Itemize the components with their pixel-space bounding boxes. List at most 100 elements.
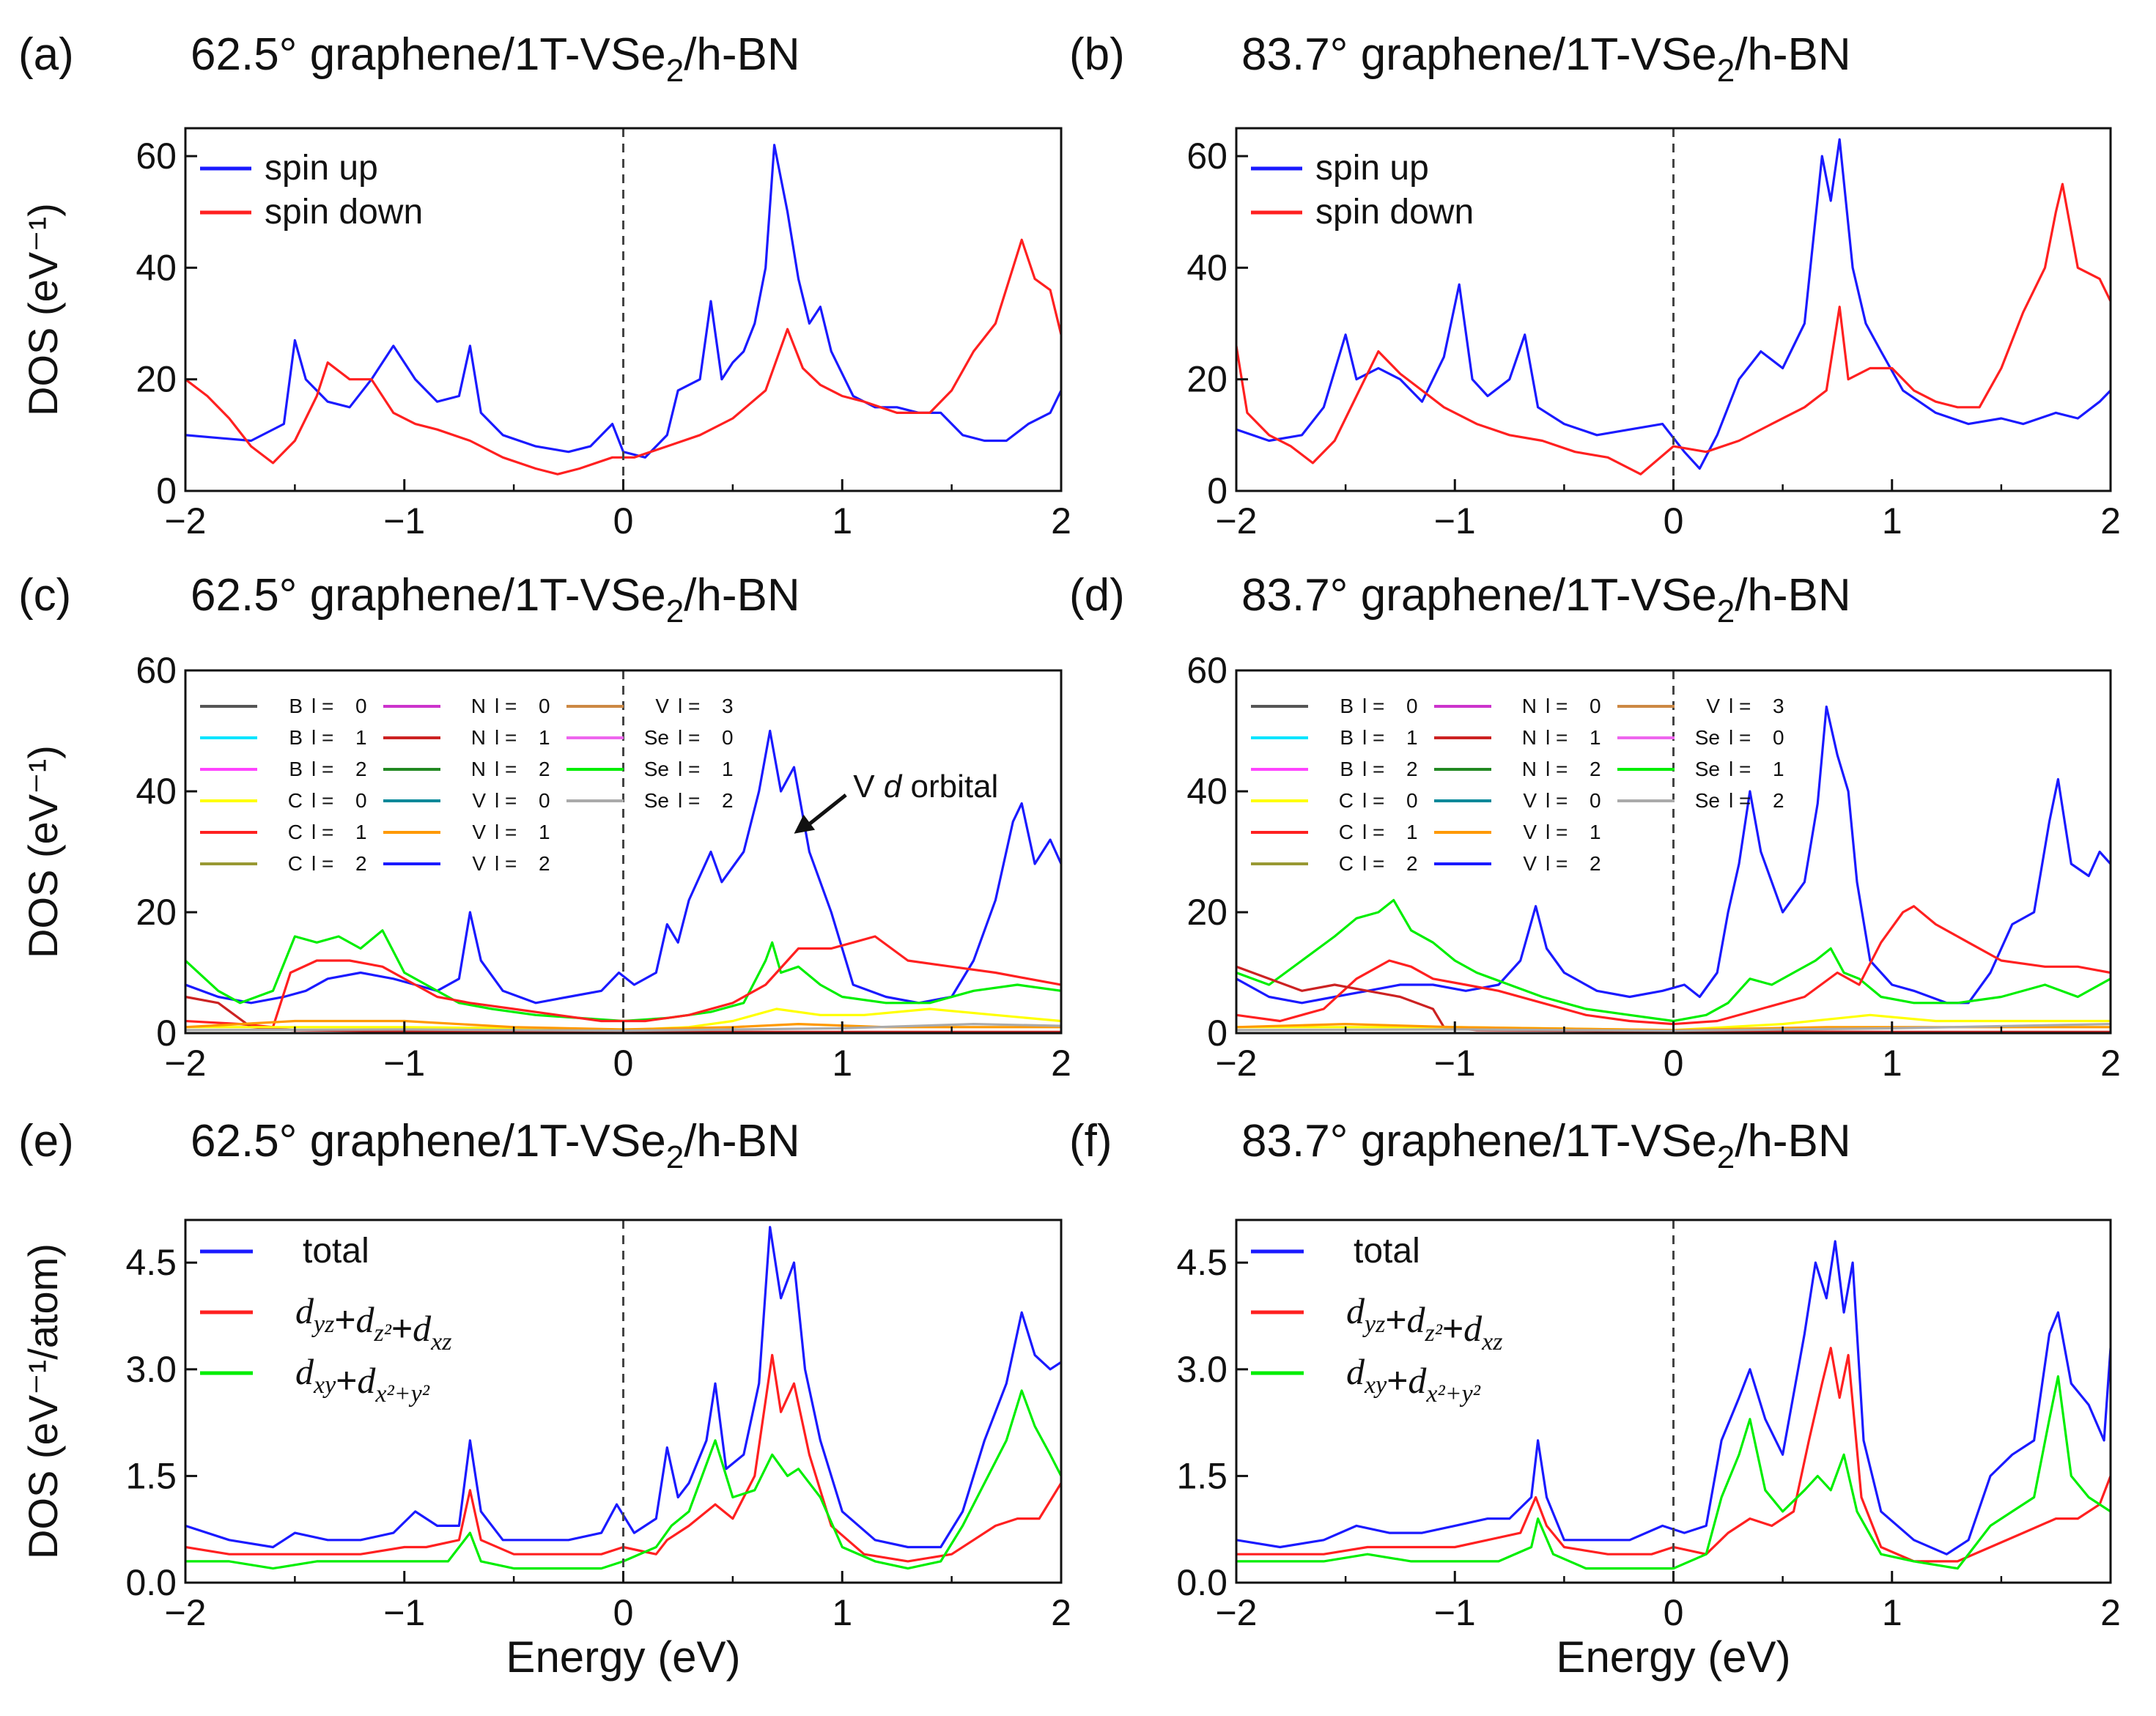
legend-element: B — [1340, 695, 1354, 717]
annotation-text: V d orbital — [853, 769, 998, 805]
panel-label: (b) — [1069, 29, 1125, 80]
x-tick-label: 1 — [1882, 1592, 1902, 1633]
panel-d: (d) 83.7° graphene/1T-VSe2/h-BN−2 −1 0 1 2020… — [1069, 570, 2121, 1084]
legend-element: C — [1339, 821, 1354, 843]
panel-title: 62.5° graphene/1T-VSe2/h-BN — [191, 570, 800, 629]
legend-l-prefix: l = — [1729, 758, 1751, 780]
legend-l-prefix: l = — [1729, 789, 1751, 812]
legend-l-value: 0 — [1773, 726, 1784, 749]
legend-element: Se — [1695, 789, 1720, 812]
y-tick-label: 60 — [1186, 136, 1227, 177]
legend-l-value: 1 — [355, 821, 367, 843]
annotation-arrowhead — [794, 814, 816, 834]
legend-l-value: 0 — [1590, 695, 1601, 717]
y-tick-label: 1.5 — [1176, 1455, 1227, 1496]
legend-plus: + — [1387, 1360, 1408, 1401]
legend-l-value: 1 — [539, 726, 550, 749]
legend-l-value: 1 — [355, 726, 367, 749]
panel-title: 83.7° graphene/1T-VSe2/h-BN — [1241, 1116, 1851, 1175]
legend-l-prefix: l = — [495, 758, 517, 780]
series-line-c-l-1 — [185, 935, 1061, 1029]
legend-element: V — [472, 821, 486, 843]
legend-label: total — [303, 1232, 369, 1271]
x-axis-label: Energy (eV) — [506, 1632, 740, 1682]
title-suffix: /h-BN — [684, 29, 800, 80]
legend-l-prefix: l = — [1546, 726, 1568, 749]
y-axis-label: DOS (eV⁻¹) — [20, 745, 66, 958]
series-group — [1236, 1240, 2111, 1570]
legend-plus: + — [1442, 1308, 1463, 1349]
legend-d: d — [1407, 1299, 1426, 1340]
title-main: 83.7° graphene/1T-VSe — [1241, 570, 1717, 621]
x-tick-label: 1 — [832, 1592, 852, 1633]
x-tick-label: −2 — [1215, 500, 1257, 541]
y-tick-label: 4.5 — [1176, 1242, 1227, 1283]
x-tick-label: −1 — [383, 1592, 425, 1633]
title-subscript: 2 — [666, 1139, 684, 1175]
panel-a: (a) 62.5° graphene/1T-VSe2/h-BN−2 −1 0 1 2020… — [18, 29, 1071, 541]
legend-element: V — [1523, 789, 1537, 812]
series-line-c-l-1 — [1236, 905, 2111, 1026]
legend-l-prefix: l = — [1546, 695, 1568, 717]
x-tick-label: 0 — [613, 1592, 634, 1633]
x-tick-label: −2 — [164, 500, 206, 541]
legend-d: d — [1463, 1308, 1483, 1349]
y-tick-label: 0 — [1207, 470, 1227, 511]
y-tick-label: 40 — [136, 771, 177, 812]
legend-l-value: 0 — [1590, 789, 1601, 812]
legend-element: B — [1340, 726, 1354, 749]
x-tick-label: 2 — [2100, 1592, 2121, 1633]
legend-math-label: dyz+dz²+dxz — [295, 1290, 452, 1356]
y-tick-label: 0.0 — [125, 1562, 177, 1603]
legend-l-value: 1 — [722, 758, 734, 780]
y-axis-label: DOS (eV⁻¹/atom) — [20, 1243, 66, 1559]
series-line-total — [1236, 1240, 2111, 1556]
x-tick-label: −1 — [1434, 1043, 1476, 1084]
series-line-se-l-1 — [185, 929, 1061, 1023]
series-line-dxy-dx2-y2 — [185, 1389, 1061, 1570]
legend-element: Se — [644, 726, 669, 749]
title-suffix: /h-BN — [1735, 1116, 1850, 1166]
x-tick-label: −1 — [383, 500, 425, 541]
title-main: 62.5° graphene/1T-VSe — [191, 570, 666, 621]
y-tick-label: 0 — [156, 1013, 177, 1054]
x-tick-label: 0 — [1664, 500, 1684, 541]
legend-math-label: dyz+dz²+dxz — [1346, 1290, 1503, 1356]
x-tick-label: 2 — [1051, 500, 1071, 541]
legend-l-prefix: l = — [1362, 695, 1384, 717]
legend-label: spin down — [1315, 193, 1474, 232]
legend-element: V — [1706, 695, 1720, 717]
legend-element: V — [655, 695, 669, 717]
legend-l-value: 2 — [539, 758, 550, 780]
legend-d: d — [295, 1351, 314, 1392]
legend-l-value: 0 — [1406, 789, 1418, 812]
x-tick-label: 1 — [832, 500, 852, 541]
panel-e: (e) 62.5° graphene/1T-VSe2/h-BN−2 −1 0 1 20.0… — [18, 1116, 1071, 1682]
legend-l-value: 2 — [1773, 789, 1784, 812]
series-group — [185, 729, 1061, 1033]
legend-l-value: 1 — [1590, 726, 1601, 749]
title-main: 83.7° graphene/1T-VSe — [1241, 29, 1717, 80]
series-line-v-l-1 — [185, 1019, 1061, 1031]
x-tick-label: 0 — [1664, 1592, 1684, 1633]
x-tick-label: 0 — [613, 1043, 634, 1084]
x-axis-label: Energy (eV) — [1556, 1632, 1790, 1682]
legend-element: V — [472, 852, 486, 875]
legend-d: d — [1346, 1351, 1365, 1392]
y-tick-label: 60 — [136, 136, 177, 177]
legend-label: total — [1354, 1232, 1420, 1271]
y-tick-label: 40 — [1186, 771, 1227, 812]
series-line-se-l-1 — [1236, 898, 2111, 1023]
legend-l-prefix: l = — [311, 789, 333, 812]
series-line-spin-up — [1236, 138, 2111, 470]
legend-l-prefix: l = — [495, 695, 517, 717]
legend-l-prefix: l = — [1729, 695, 1751, 717]
legend-element: N — [471, 695, 486, 717]
legend-d-subscript: yz — [1362, 1311, 1385, 1338]
title-subscript: 2 — [666, 593, 684, 629]
legend-l-prefix: l = — [1546, 758, 1568, 780]
legend-l-prefix: l = — [1546, 789, 1568, 812]
title-main: 83.7° graphene/1T-VSe — [1241, 1116, 1717, 1166]
legend-plus: + — [1385, 1299, 1406, 1340]
legend-l-prefix: l = — [495, 852, 517, 875]
